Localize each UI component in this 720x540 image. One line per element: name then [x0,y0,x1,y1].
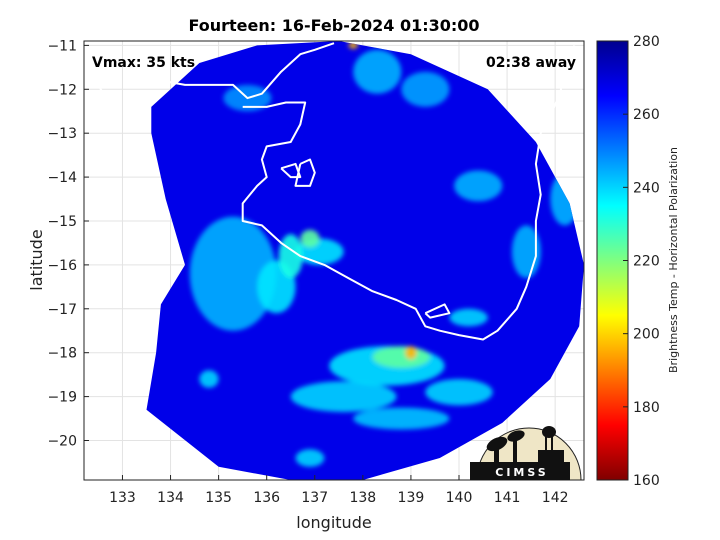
convection-features [189,41,580,467]
colorbar-tick-label: 240 [633,180,660,196]
y-tick-label: −19 [47,390,77,406]
convection-cell [300,229,320,248]
convection-cell [454,170,503,202]
colorbar-ticks: 280 260 240 220 200 180 160 [623,34,660,489]
colorbar-tick-label: 200 [633,327,660,343]
time-away-label: 02:38 away [486,55,576,71]
x-tick-label: 142 [542,490,569,506]
colorbar-tick-label: 160 [633,473,660,489]
y-tick-label: −16 [47,258,77,274]
x-tick-label: 141 [494,490,521,506]
plot-frame [83,40,585,481]
coastlines [84,42,576,341]
colorbar-tick-label: 260 [633,107,660,123]
x-axis: 133 134 135 136 137 138 139 140 141 142 [109,475,569,506]
convection-cell [425,379,493,406]
x-tick-label: 138 [349,490,376,506]
logo-text: CIMSS [495,466,548,479]
y-tick-label: −17 [47,302,77,318]
convection-cell [353,407,450,430]
y-tick-label: −20 [47,433,77,449]
coastline [280,162,302,179]
x-tick-label: 140 [446,490,473,506]
y-tick-label: −13 [47,126,77,142]
x-axis-label: longitude [296,513,371,532]
coastline [241,45,576,341]
convection-cell [449,308,488,327]
chart-title: Fourteen: 16-Feb-2024 01:30:00 [188,16,479,35]
coastline [424,303,451,319]
coastline [84,44,109,100]
coastline [294,158,316,187]
x-tick-label: 139 [398,490,425,506]
colorbar-tick-label: 180 [633,400,660,416]
vmax-label: Vmax: 35 kts [92,55,195,71]
colorbar-label: Brightness Temp - Horizontal Polarizatio… [667,147,680,373]
convection-cell [295,449,325,467]
y-tick-label: −12 [47,82,77,98]
x-tick-label: 133 [109,490,136,506]
convection-cell [353,49,402,94]
x-tick-label: 135 [205,490,232,506]
cimss-logo: CIMSS [470,426,582,481]
y-tick-label: −15 [47,214,77,230]
colorbar-tick-label: 220 [633,254,660,270]
colorbar [596,40,629,481]
y-axis: −11 −12 −13 −14 −15 −16 −17 −18 −19 −20 [47,38,89,449]
y-tick-label: −18 [47,346,77,362]
convection-cell [199,370,219,388]
y-tick-label: −14 [47,170,77,186]
convection-cell [372,346,431,369]
x-tick-label: 137 [301,490,328,506]
x-tick-label: 134 [157,490,184,506]
convection-cell [189,216,277,331]
y-axis-label: latitude [27,229,46,290]
convection-cell [401,71,450,107]
swath-background [146,41,584,480]
y-tick-label: −11 [47,38,77,54]
convection-cell [405,346,417,360]
coastline [160,42,335,100]
convection-cell [290,381,397,412]
colorbar-tick-label: 280 [633,34,660,50]
x-tick-label: 136 [253,490,280,506]
